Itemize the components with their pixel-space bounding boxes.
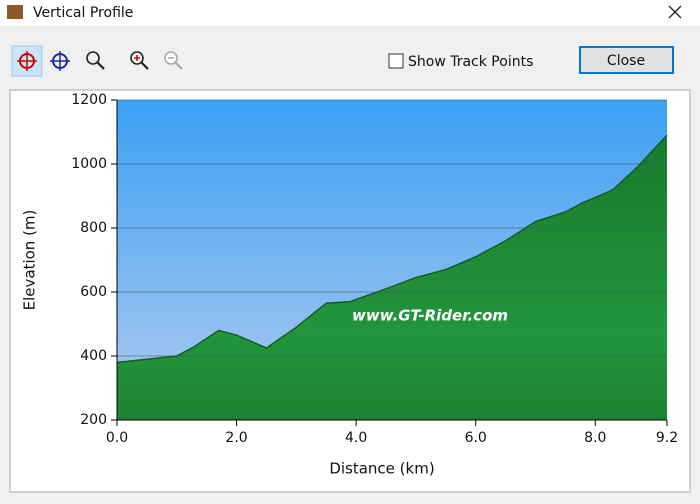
close-x[interactable] <box>668 5 682 19</box>
app-icon <box>7 5 23 19</box>
y-tick-label: 400 <box>80 348 107 364</box>
watermark: www.GT-Rider.com <box>352 307 508 325</box>
y-tick-label: 1000 <box>71 156 107 172</box>
x-tick-label: 9.2 <box>656 430 678 446</box>
area-outline <box>116 134 668 364</box>
y-tick-label: 1200 <box>71 92 107 108</box>
close-button-label[interactable]: Close <box>607 53 645 69</box>
icon <box>17 51 37 71</box>
close-button[interactable] <box>579 46 674 74</box>
y-tick-label: 600 <box>80 284 107 300</box>
x-tick-label: 0.0 <box>106 430 128 446</box>
icon <box>134 55 140 61</box>
title-bar <box>0 0 700 26</box>
x-tick-label: 8.0 <box>584 430 606 446</box>
x-tick-label: 6.0 <box>465 430 487 446</box>
area <box>117 135 667 420</box>
icon <box>50 51 70 71</box>
chart: 200 400 600 800 1000 1200 0.0 2.0 4.0 6.0 8.0 9.2 Di… <box>21 92 679 478</box>
icon <box>96 61 105 70</box>
x-tick-label: 2.0 <box>225 430 247 446</box>
x-axis-label: Distance (km) <box>329 460 434 478</box>
x-tick-label: 4.0 <box>345 430 367 446</box>
icon <box>140 61 149 70</box>
y-tick-label: 200 <box>80 412 107 428</box>
window-title: Vertical Profile <box>33 5 133 21</box>
y-tick-label: 800 <box>80 220 107 236</box>
y-axis-label: Elevation (m) <box>21 210 39 311</box>
checkbox-label[interactable]: Show Track Points <box>408 54 533 70</box>
checkbox[interactable] <box>388 53 404 69</box>
icon <box>174 61 183 70</box>
tool-zoom-box[interactable] <box>86 51 100 65</box>
